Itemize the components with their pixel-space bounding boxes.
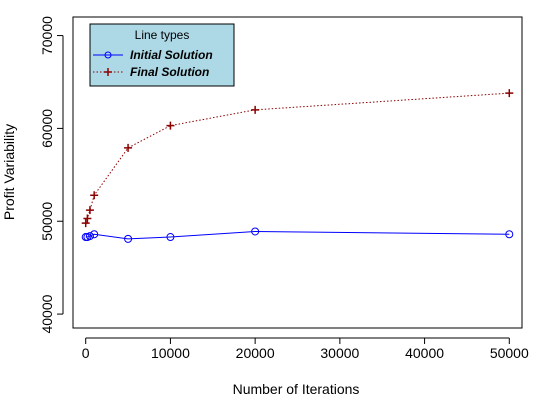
data-point-final-solution	[83, 214, 92, 223]
data-point-initial-solution	[124, 234, 133, 243]
y-tick-label: 70000	[39, 16, 55, 55]
data-point-initial-solution	[90, 230, 99, 239]
y-axis: 40000 50000 60000 70000	[39, 16, 64, 334]
legend-label-initial-solution: Initial Solution	[130, 48, 213, 62]
data-point-final-solution	[124, 143, 133, 152]
legend-title: Line types	[135, 28, 190, 42]
y-tick-label: 50000	[39, 202, 55, 241]
x-tick-label: 30000	[320, 345, 359, 361]
series-line-initial-solution	[85, 230, 510, 240]
data-point-initial-solution	[505, 230, 514, 239]
x-tick-label: 10000	[151, 345, 190, 361]
data-point-final-solution	[505, 89, 514, 98]
data-point-initial-solution	[85, 232, 94, 241]
data-point-final-solution	[81, 219, 90, 228]
legend-marker-final-solution	[104, 68, 112, 76]
data-point-final-solution	[166, 121, 175, 130]
x-tick-label: 0	[82, 345, 90, 361]
legend-marker-initial-solution	[104, 51, 112, 59]
data-point-final-solution	[251, 105, 260, 114]
y-tick-label: 40000	[39, 294, 55, 333]
x-tick-label: 20000	[236, 345, 275, 361]
plot-frame	[72, 16, 523, 329]
data-point-final-solution	[90, 191, 99, 200]
data-point-final-solution	[85, 206, 94, 215]
x-axis: 0 10000 20000 30000 40000 50000	[82, 337, 529, 361]
y-axis-title: Profit Variability	[1, 124, 17, 220]
series-line-final-solution	[85, 92, 510, 224]
data-point-initial-solution	[251, 227, 260, 236]
x-axis-title: Number of Iterations	[233, 381, 360, 397]
x-tick-label: 40000	[405, 345, 444, 361]
legend: Line types Initial Solution Final Soluti…	[89, 23, 235, 87]
data-point-initial-solution	[166, 233, 175, 242]
x-tick-label: 50000	[490, 345, 529, 361]
y-tick-label: 60000	[39, 109, 55, 148]
legend-label-final-solution: Final Solution	[130, 65, 209, 79]
series-layer	[81, 89, 514, 243]
